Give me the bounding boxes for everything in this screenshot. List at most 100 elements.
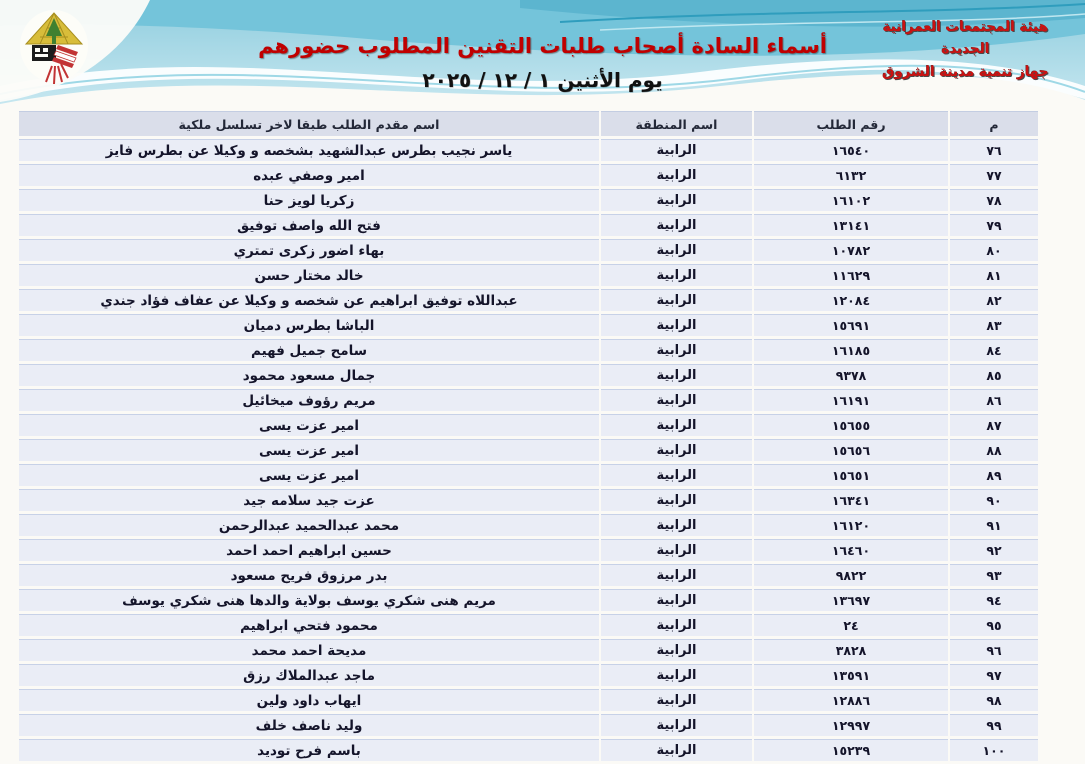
cell-request-number: ١٥٢٣٩ <box>754 739 948 761</box>
cell-index: ٩٣ <box>950 564 1038 586</box>
cell-index: ٩١ <box>950 514 1038 536</box>
table-row: ٩١ ١٦١٢٠ الرابية محمد عبدالحميد عبدالرحم… <box>19 514 1038 536</box>
table-row: ٩٣ ٩٨٢٢ الرابية بدر مرزوق فريح مسعود <box>19 564 1038 586</box>
cell-request-number: ١٢٩٩٧ <box>754 714 948 736</box>
cell-request-number: ١٦٥٤٠ <box>754 139 948 161</box>
cell-applicant: باسم فرح توديد <box>19 739 599 761</box>
cell-applicant: امير عزت يسى <box>19 439 599 461</box>
cell-applicant: ايهاب داود ولين <box>19 689 599 711</box>
cell-index: ٩٦ <box>950 639 1038 661</box>
cell-region: الرابية <box>601 439 752 461</box>
cell-index: ٨٤ <box>950 339 1038 361</box>
cell-request-number: ١٣٥٩١ <box>754 664 948 686</box>
cell-applicant: بدر مرزوق فريح مسعود <box>19 564 599 586</box>
cell-applicant: امير وصفي عبده <box>19 164 599 186</box>
cell-applicant: حسين ابراهيم احمد احمد <box>19 539 599 561</box>
cell-region: الرابية <box>601 739 752 761</box>
cell-applicant: فتح الله واصف توفيق <box>19 214 599 236</box>
cell-region: الرابية <box>601 414 752 436</box>
cell-region: الرابية <box>601 664 752 686</box>
cell-region: الرابية <box>601 639 752 661</box>
cell-request-number: ١٥٦٩١ <box>754 314 948 336</box>
cell-region: الرابية <box>601 239 752 261</box>
cell-region: الرابية <box>601 589 752 611</box>
cell-region: الرابية <box>601 139 752 161</box>
cell-request-number: ١٥٦٥٥ <box>754 414 948 436</box>
cell-request-number: ١٢٠٨٤ <box>754 289 948 311</box>
cell-region: الرابية <box>601 564 752 586</box>
table-row: ٧٧ ٦١٣٢ الرابية امير وصفي عبده <box>19 164 1038 186</box>
cell-region: الرابية <box>601 314 752 336</box>
cell-index: ٩٠ <box>950 489 1038 511</box>
org-name: هيئة المجتمعات العمرانية الجديدة جهاز تن… <box>858 16 1073 83</box>
cell-request-number: ٢٤ <box>754 614 948 636</box>
table-row: ٨٥ ٩٣٧٨ الرابية جمال مسعود محمود <box>19 364 1038 386</box>
table-row: ٨١ ١١٦٢٩ الرابية خالد مختار حسن <box>19 264 1038 286</box>
cell-index: ٨٩ <box>950 464 1038 486</box>
cell-applicant: ماجد عبدالملاك رزق <box>19 664 599 686</box>
table-row: ٨٩ ١٥٦٥١ الرابية امير عزت يسى <box>19 464 1038 486</box>
table-row: ٩٤ ١٣٦٩٧ الرابية مريم هنى شكري يوسف بولا… <box>19 589 1038 611</box>
cell-request-number: ٦١٣٢ <box>754 164 948 186</box>
cell-request-number: ١٢٨٨٦ <box>754 689 948 711</box>
table-row: ٧٦ ١٦٥٤٠ الرابية ياسر نجيب بطرس عبدالشهي… <box>19 139 1038 161</box>
cell-request-number: ١٠٧٨٢ <box>754 239 948 261</box>
org-name-line2: جهاز تنمية مدينة الشروق <box>882 63 1049 80</box>
cell-request-number: ١٦١٩١ <box>754 389 948 411</box>
cell-region: الرابية <box>601 364 752 386</box>
cell-request-number: ١٦١٢٠ <box>754 514 948 536</box>
cell-region: الرابية <box>601 189 752 211</box>
col-header-applicant: اسم مقدم الطلب طبقا لاخر تسلسل ملكية <box>19 111 599 136</box>
banner-waves-graphic <box>0 0 1085 118</box>
cell-region: الرابية <box>601 489 752 511</box>
table-row: ٩٧ ١٣٥٩١ الرابية ماجد عبدالملاك رزق <box>19 664 1038 686</box>
cell-index: ٨٧ <box>950 414 1038 436</box>
cell-applicant: مديحة احمد محمد <box>19 639 599 661</box>
cell-index: ٨١ <box>950 264 1038 286</box>
cell-region: الرابية <box>601 339 752 361</box>
table-row: ٨٣ ١٥٦٩١ الرابية الباشا بطرس دميان <box>19 314 1038 336</box>
table-row: ١٠٠ ١٥٢٣٩ الرابية باسم فرح توديد <box>19 739 1038 761</box>
table-row: ٩٩ ١٢٩٩٧ الرابية وليد ناصف خلف <box>19 714 1038 736</box>
cell-request-number: ١٣٦٩٧ <box>754 589 948 611</box>
cell-applicant: سامح جميل فهيم <box>19 339 599 361</box>
cell-request-number: ١٥٦٥١ <box>754 464 948 486</box>
cell-region: الرابية <box>601 614 752 636</box>
cell-applicant: بهاء اضور زكرى تمتري <box>19 239 599 261</box>
header-banner: هيئة المجتمعات العمرانية الجديدة جهاز تن… <box>0 0 1085 118</box>
table-row: ٨٨ ١٥٦٥٦ الرابية امير عزت يسى <box>19 439 1038 461</box>
cell-region: الرابية <box>601 464 752 486</box>
cell-applicant: خالد مختار حسن <box>19 264 599 286</box>
cell-index: ٧٧ <box>950 164 1038 186</box>
cell-applicant: وليد ناصف خلف <box>19 714 599 736</box>
cell-request-number: ١٦٣٤١ <box>754 489 948 511</box>
cell-region: الرابية <box>601 689 752 711</box>
col-header-index: م <box>950 111 1038 136</box>
table-body: ٧٦ ١٦٥٤٠ الرابية ياسر نجيب بطرس عبدالشهي… <box>19 139 1038 761</box>
table-row: ٩٠ ١٦٣٤١ الرابية عزت جيد سلامه جيد <box>19 489 1038 511</box>
cell-index: ٨٨ <box>950 439 1038 461</box>
cell-index: ٩٤ <box>950 589 1038 611</box>
cell-applicant: ياسر نجيب بطرس عبدالشهيد بشخصه و وكيلا ع… <box>19 139 599 161</box>
page-title: أسماء السادة أصحاب طلبات التقنين المطلوب… <box>258 34 827 58</box>
table-row: ٩٥ ٢٤ الرابية محمود فتحي ابراهيم <box>19 614 1038 636</box>
org-name-line1: هيئة المجتمعات العمرانية الجديدة <box>882 19 1049 58</box>
cell-region: الرابية <box>601 389 752 411</box>
cell-region: الرابية <box>601 539 752 561</box>
table-row: ٨٧ ١٥٦٥٥ الرابية امير عزت يسى <box>19 414 1038 436</box>
cell-index: ٩٥ <box>950 614 1038 636</box>
cell-index: ٧٩ <box>950 214 1038 236</box>
cell-request-number: ٩٨٢٢ <box>754 564 948 586</box>
cell-applicant: الباشا بطرس دميان <box>19 314 599 336</box>
table-head: م رقم الطلب اسم المنطقة اسم مقدم الطلب ط… <box>19 111 1038 136</box>
cell-index: ٨٦ <box>950 389 1038 411</box>
page-subtitle: يوم الأثنين ١ / ١٢ / ٢٠٢٥ <box>422 68 663 92</box>
cell-index: ٨٥ <box>950 364 1038 386</box>
table-row: ٨٢ ١٢٠٨٤ الرابية عبداللاه توفيق ابراهيم … <box>19 289 1038 311</box>
cell-applicant: جمال مسعود محمود <box>19 364 599 386</box>
table-row: ٨٦ ١٦١٩١ الرابية مريم رؤوف ميخائيل <box>19 389 1038 411</box>
cell-applicant: عزت جيد سلامه جيد <box>19 489 599 511</box>
cell-request-number: ١٣١٤١ <box>754 214 948 236</box>
cell-request-number: ١١٦٢٩ <box>754 264 948 286</box>
